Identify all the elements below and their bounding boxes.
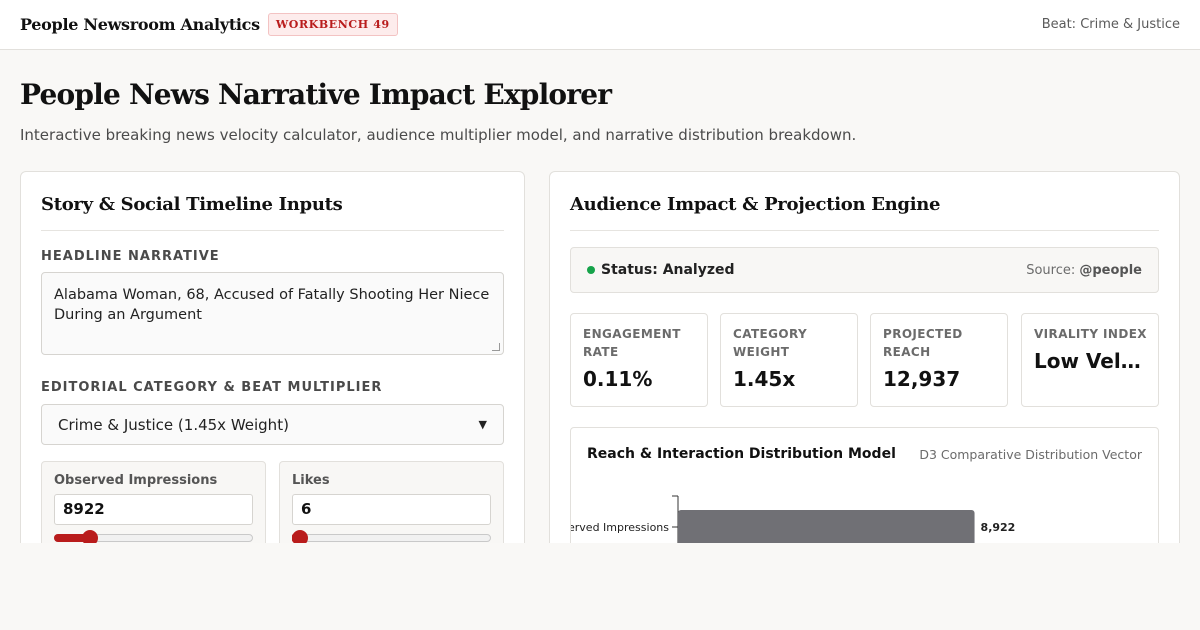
slider-thumb[interactable] [81, 530, 98, 543]
metric-label: CATEGORY WEIGHT [733, 327, 808, 359]
main-content: People News Narrative Impact Explorer In… [0, 50, 1200, 543]
inputs-panel-title: Story & Social Timeline Inputs [41, 194, 343, 215]
metric-label: PROJECTED REACH [883, 327, 963, 359]
category-selected-value: Crime & Justice (1.45x Weight) [58, 415, 289, 434]
category-select[interactable]: Crime & Justice (1.45x Weight) ▼ [41, 404, 504, 445]
inputs-panel: Story & Social Timeline Inputs HEADLINE … [20, 171, 525, 543]
distribution-chart-card: Reach & Interaction Distribution Model D… [570, 427, 1159, 543]
slider-fill [54, 534, 90, 542]
category-label: EDITORIAL CATEGORY & BEAT MULTIPLIER [41, 380, 383, 395]
page-subtitle: Interactive breaking news velocity calcu… [20, 126, 857, 144]
metric-label: VIRALITY INDEX [1034, 327, 1147, 341]
status-dot-icon [587, 266, 595, 274]
resize-grip-icon[interactable] [492, 343, 500, 351]
headline-label: HEADLINE NARRATIVE [41, 249, 220, 264]
beat-indicator: Beat: Crime & Justice [1041, 17, 1180, 32]
bar-observed-impressions[interactable] [678, 510, 975, 543]
impressions-slider[interactable] [54, 530, 253, 543]
metric-value: 1.45x [733, 367, 796, 391]
metric-projected-reach: PROJECTED REACH 12,937 [870, 313, 1008, 407]
slider-thumb[interactable] [292, 530, 308, 543]
status-text: Status: Analyzed [601, 262, 735, 278]
metric-label: ENGAGEMENT RATE [583, 327, 681, 359]
chevron-down-icon: ▼ [478, 418, 487, 431]
divider [570, 230, 1159, 231]
likes-slider[interactable] [292, 530, 491, 543]
likes-input[interactable]: 6 [292, 494, 491, 525]
likes-label: Likes [292, 473, 330, 488]
impact-panel: Audience Impact & Projection Engine Stat… [549, 171, 1180, 543]
slider-track [292, 534, 491, 542]
metric-engagement-rate: ENGAGEMENT RATE 0.11% [570, 313, 708, 407]
impressions-field-card: Observed Impressions 8922 [41, 461, 266, 543]
distribution-chart: Observed Impressions 8,922 [571, 495, 1016, 543]
metric-virality-index: VIRALITY INDEX Low Velocity [1021, 313, 1159, 407]
impressions-label: Observed Impressions [54, 473, 218, 488]
y-axis-line [672, 495, 679, 543]
metric-value: 12,937 [883, 367, 961, 391]
metric-category-weight: CATEGORY WEIGHT 1.45x [720, 313, 858, 407]
impressions-input[interactable]: 8922 [54, 494, 253, 525]
metric-value: 0.11% [583, 367, 653, 391]
status-bar: Status: Analyzed Source: @people [570, 247, 1159, 293]
source-handle: @people [1079, 262, 1142, 278]
workbench-badge: WORKBENCH 49 [267, 13, 398, 36]
bar-value-label: 8,922 [981, 521, 1016, 534]
top-bar: People Newsroom Analytics WORKBENCH 49 B… [0, 0, 1200, 50]
impact-panel-title: Audience Impact & Projection Engine [570, 194, 941, 215]
chart-subtitle: D3 Comparative Distribution Vector [919, 447, 1142, 462]
page-title: People News Narrative Impact Explorer [20, 78, 612, 111]
divider [41, 230, 504, 231]
likes-field-card: Likes 6 [279, 461, 504, 543]
headline-text: Alabama Woman, 68, Accused of Fatally Sh… [54, 287, 490, 323]
source-attribution: Source: @people [1026, 263, 1142, 278]
brand-name: People Newsroom Analytics [20, 15, 260, 34]
metric-value: Low Velocity [1034, 349, 1152, 373]
chart-title: Reach & Interaction Distribution Model [587, 446, 896, 462]
category-tick-label: Observed Impressions [571, 521, 669, 534]
headline-textarea[interactable]: Alabama Woman, 68, Accused of Fatally Sh… [41, 272, 504, 355]
source-label: Source: [1026, 262, 1080, 278]
